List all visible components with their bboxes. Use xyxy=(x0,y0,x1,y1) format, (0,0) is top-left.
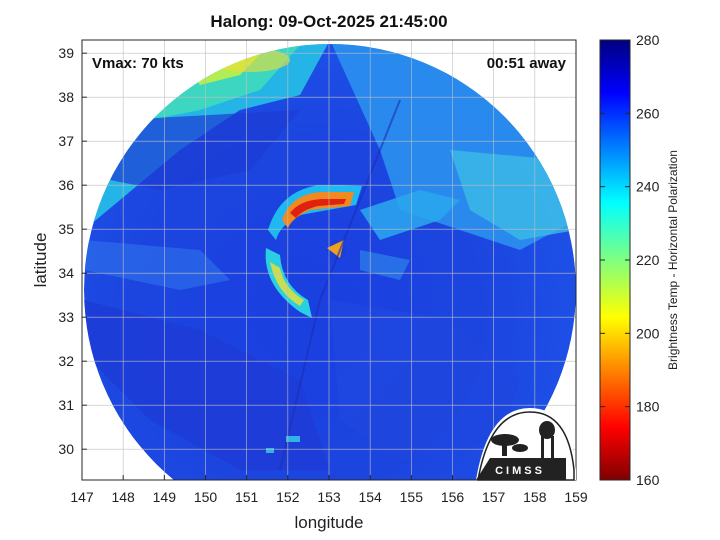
lon-tick-label: 150 xyxy=(194,489,218,505)
svg-text:CIMSS: CIMSS xyxy=(495,465,545,477)
cimss-logo: CIMSS xyxy=(476,408,576,481)
colorbar-label: Brightness Temp - Horizontal Polarizatio… xyxy=(666,150,680,370)
lat-tick-label: 32 xyxy=(58,353,74,369)
lat-tick-label: 31 xyxy=(58,397,74,413)
lat-tick-label: 30 xyxy=(58,441,74,457)
time-away-label: 00:51 away xyxy=(487,55,567,72)
vmax-label: Vmax: 70 kts xyxy=(92,55,184,72)
lon-tick-label: 154 xyxy=(358,489,382,505)
colorbar-tick-label: 280 xyxy=(636,32,660,48)
lon-tick-label: 147 xyxy=(70,489,94,505)
x-axis-label: longitude xyxy=(294,513,363,532)
lat-tick-label: 34 xyxy=(58,265,74,281)
colorbar-tick-label: 220 xyxy=(636,252,660,268)
lon-tick-label: 148 xyxy=(111,489,135,505)
map-title: Halong: 09-Oct-2025 21:45:00 xyxy=(210,12,448,31)
lon-tick-label: 153 xyxy=(317,489,341,505)
y-axis-label: latitude xyxy=(31,233,50,288)
lat-tick-label: 36 xyxy=(58,177,74,193)
lat-tick-label: 39 xyxy=(58,45,74,61)
colorbar-tick-label: 260 xyxy=(636,105,660,121)
lon-tick-label: 152 xyxy=(276,489,300,505)
lon-tick-label: 157 xyxy=(482,489,506,505)
lon-tick-label: 155 xyxy=(400,489,424,505)
lon-tick-label: 159 xyxy=(564,489,588,505)
latitude-axis: 30 31 32 33 34 35 36 37 38 39 xyxy=(58,45,87,457)
lat-tick-label: 38 xyxy=(58,89,74,105)
colorbar-tick-label: 180 xyxy=(636,399,660,415)
colorbar-tick-label: 200 xyxy=(636,325,660,341)
lon-tick-label: 151 xyxy=(235,489,259,505)
colorbar-tick-label: 240 xyxy=(636,179,660,195)
colorbar-tick-label: 160 xyxy=(636,472,660,488)
brightness-temp-swath xyxy=(84,44,576,480)
longitude-axis: 147 148 149 150 151 152 153 154 155 156 157 158 159 xyxy=(70,475,588,505)
lat-tick-label: 35 xyxy=(58,221,74,237)
lat-tick-label: 33 xyxy=(58,309,74,325)
lon-tick-label: 158 xyxy=(523,489,547,505)
lon-tick-label: 156 xyxy=(441,489,465,505)
lon-tick-label: 149 xyxy=(153,489,177,505)
lat-tick-label: 37 xyxy=(58,133,74,149)
colorbar: 280 260 240 220 200 180 160 Brightness Temp - … xyxy=(599,32,680,488)
